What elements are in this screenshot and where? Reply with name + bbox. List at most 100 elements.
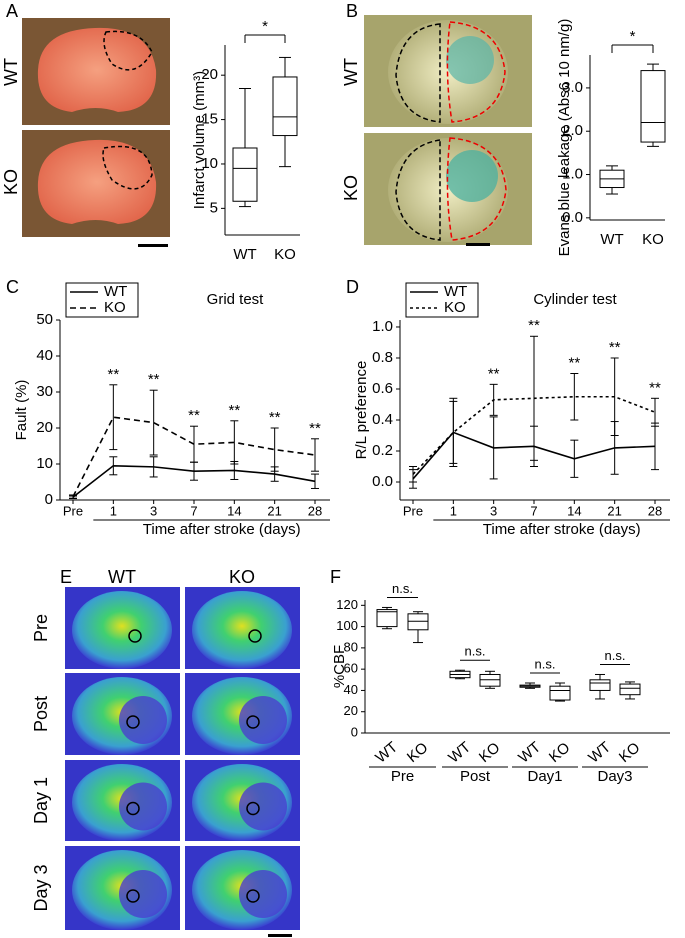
x-tick-label: 28: [648, 503, 662, 518]
roi: [126, 801, 140, 816]
y-tick-label: 1.0: [372, 318, 393, 335]
series-line: [72, 464, 316, 498]
significance: **: [148, 371, 160, 388]
y-axis-label: Infarct volume (mm³): [191, 71, 208, 209]
y-tick-label: 30: [36, 383, 53, 400]
y-tick-label: 40: [36, 347, 53, 364]
significance: **: [228, 402, 240, 419]
significance: **: [609, 339, 621, 356]
significance: **: [568, 354, 580, 371]
x-tick-label: 3: [490, 503, 497, 518]
box: [479, 673, 501, 687]
image-label: Day 3: [31, 864, 51, 911]
x-tick-label: KO: [476, 739, 504, 766]
infarct: [119, 782, 167, 831]
roi: [126, 715, 140, 729]
x-tick-label: WT: [372, 739, 401, 767]
x-tick-label: 14: [227, 503, 241, 518]
x-tick-label: Pre: [63, 503, 83, 518]
significance: n.s.: [392, 581, 413, 596]
x-tick-label: 1: [110, 503, 117, 518]
significance: **: [188, 407, 200, 424]
y-tick-label: 50: [36, 311, 53, 328]
series-line: [72, 416, 316, 498]
box: [619, 683, 641, 696]
y-tick-label: 20: [36, 419, 53, 436]
y-tick-label: 40: [344, 682, 358, 697]
x-tick-label: KO: [404, 739, 432, 766]
y-tick-label: 20: [201, 66, 218, 83]
y-tick-label: 0.0: [562, 209, 583, 226]
box: [589, 679, 611, 691]
infarct: [119, 870, 167, 918]
image-label: Pre: [31, 614, 51, 642]
significance: **: [309, 420, 321, 437]
roi: [246, 715, 260, 729]
y-tick-label: 0.4: [372, 411, 393, 428]
panel-label: A: [6, 1, 18, 21]
significance: **: [269, 409, 281, 426]
x-tick-label: KO: [274, 246, 296, 263]
roi: [246, 889, 260, 903]
infarct: [119, 696, 167, 744]
x-tick-label: 7: [190, 503, 197, 518]
image-label: WT: [341, 58, 361, 86]
x-tick-label: 21: [607, 503, 621, 518]
roi: [248, 629, 262, 643]
legend-label: KO: [444, 299, 466, 316]
image-label: Post: [31, 696, 51, 732]
significance: **: [528, 317, 540, 334]
y-tick-label: 0: [45, 491, 53, 508]
x-tick-label: KO: [616, 739, 644, 766]
significance: **: [488, 365, 500, 382]
x-axis-label: Time after stroke (days): [483, 521, 641, 538]
column-label: WT: [108, 567, 136, 587]
y-tick-label: 1.0: [562, 165, 583, 182]
group-label: Pre: [391, 768, 414, 785]
roi: [246, 801, 260, 816]
x-tick-label: KO: [642, 231, 664, 248]
legend-box: [405, 282, 479, 318]
roi: [126, 889, 140, 903]
legend-label: KO: [104, 299, 126, 316]
panel-label: F: [330, 567, 341, 587]
y-tick-label: 10: [201, 155, 218, 172]
cbf-brain: [72, 591, 172, 669]
box: [272, 76, 298, 137]
chart-title: Cylinder test: [533, 291, 617, 308]
significance: **: [649, 379, 661, 396]
x-tick-label: WT: [585, 739, 614, 767]
panel-label: C: [6, 277, 19, 297]
y-axis-label: %CBF: [331, 645, 348, 688]
box: [549, 685, 571, 701]
significance: *: [262, 18, 268, 35]
significance: n.s.: [465, 644, 486, 659]
y-tick-label: 0.0: [372, 473, 393, 490]
y-tick-label: 3.0: [562, 79, 583, 96]
panel-a-images: [22, 18, 170, 247]
significance: n.s.: [605, 648, 626, 663]
image-label: Day 1: [31, 777, 51, 824]
group-label: Day3: [597, 768, 632, 785]
x-tick-label: 21: [267, 503, 281, 518]
box: [376, 609, 398, 628]
x-axis-label: Time after stroke (days): [143, 521, 301, 538]
x-tick-label: 7: [530, 503, 537, 518]
x-tick-label: 3: [150, 503, 157, 518]
x-tick-label: Pre: [403, 503, 423, 518]
x-tick-label: KO: [546, 739, 574, 766]
panel-b-images: [364, 15, 532, 246]
y-tick-label: 10: [36, 455, 53, 472]
y-tick-label: 20: [344, 703, 358, 718]
significance: *: [630, 28, 636, 45]
y-tick-label: 80: [344, 639, 358, 654]
y-tick-label: 15: [201, 111, 218, 128]
x-tick-label: 1: [450, 503, 457, 518]
y-tick-label: 5: [210, 199, 218, 216]
image-label: KO: [1, 169, 21, 195]
infarct: [239, 870, 287, 918]
y-tick-label: 0.8: [372, 349, 393, 366]
series-line: [412, 395, 656, 475]
legend-label: WT: [444, 283, 467, 300]
